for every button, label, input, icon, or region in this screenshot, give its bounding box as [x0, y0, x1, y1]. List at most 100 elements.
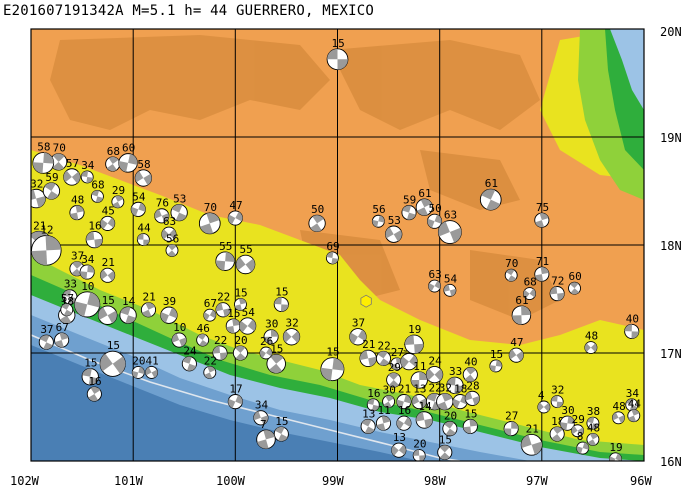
focal-mechanism[interactable]: 68: [523, 276, 537, 301]
focal-mechanism[interactable]: 54: [238, 306, 257, 335]
focal-mechanism[interactable]: 20: [232, 334, 248, 361]
focal-mechanism[interactable]: 40: [462, 356, 478, 383]
focal-mechanism[interactable]: 60: [118, 142, 138, 173]
focal-mechanism[interactable]: 68: [90, 178, 105, 203]
focal-mechanism[interactable]: 30: [559, 404, 575, 431]
focal-mechanism[interactable]: 63: [428, 268, 442, 293]
focal-mechanism[interactable]: 32: [27, 177, 46, 209]
focal-mechanism[interactable]: 21: [140, 291, 157, 318]
focal-mechanism[interactable]: 15: [273, 415, 289, 442]
focal-mechanism[interactable]: 34: [625, 387, 640, 412]
focal-mechanism[interactable]: 13: [391, 431, 407, 458]
focal-mechanism[interactable]: 44: [136, 222, 151, 247]
focal-mechanism[interactable]: 12: [31, 224, 62, 266]
focal-mechanism[interactable]: 21: [520, 422, 543, 456]
focal-mechanism[interactable]: 63: [437, 209, 462, 244]
focal-mechanism[interactable]: 47: [227, 199, 243, 226]
focal-mechanism[interactable]: 29: [111, 184, 125, 209]
focal-mechanism[interactable]: 15: [233, 286, 248, 311]
focal-mechanism[interactable]: 8: [576, 430, 590, 455]
focal-mechanism[interactable]: 48: [584, 330, 598, 355]
focal-mechanism[interactable]: 29: [386, 361, 402, 388]
focal-mechanism[interactable]: 22: [212, 334, 228, 361]
focal-mechanism[interactable]: 20: [442, 410, 458, 437]
focal-mechanism[interactable]: 15: [489, 348, 503, 373]
focal-mechanism[interactable]: 16: [396, 404, 412, 431]
focal-mechanism[interactable]: 47: [508, 336, 524, 363]
focal-mechanism[interactable]: 69: [325, 240, 340, 265]
focal-mechanism[interactable]: 34: [79, 253, 95, 280]
focal-mechanism[interactable]: 24: [181, 345, 197, 372]
focal-mechanism[interactable]: 56: [371, 203, 386, 228]
focal-mechanism[interactable]: 24: [425, 354, 444, 384]
focal-mechanism[interactable]: 27: [503, 410, 519, 437]
focal-mechanism[interactable]: 37: [349, 317, 367, 346]
focal-mechanism[interactable]: 59: [401, 194, 417, 221]
focal-mechanism[interactable]: 67: [203, 297, 217, 322]
focal-mechanism[interactable]: 11: [375, 404, 392, 431]
focal-mechanism[interactable]: 20: [412, 438, 426, 462]
focal-mechanism[interactable]: 40: [624, 312, 640, 339]
focal-mechanism[interactable]: 16: [366, 387, 381, 412]
focal-mechanism[interactable]: 57: [60, 292, 74, 317]
focal-mechanism[interactable]: 22: [203, 354, 217, 379]
focal-mechanism[interactable]: 26: [259, 335, 273, 360]
focal-mechanism[interactable]: 16: [85, 219, 103, 249]
focal-mechanism[interactable]: 7: [256, 418, 276, 450]
focal-mechanism[interactable]: 22: [215, 291, 231, 318]
focal-mechanism[interactable]: 15: [320, 346, 345, 382]
focal-mechanism[interactable]: 33: [446, 365, 464, 395]
focal-mechanism[interactable]: 67: [54, 321, 70, 348]
focal-mechanism[interactable]: 15: [326, 37, 349, 71]
focal-mechanism[interactable]: 61: [415, 187, 433, 216]
focal-mechanism[interactable]: 48: [612, 400, 626, 425]
focal-mechanism[interactable]: 53: [385, 214, 403, 243]
focal-mechanism[interactable]: 15: [81, 357, 99, 386]
focal-mechanism[interactable]: 4: [537, 389, 551, 414]
focal-mechanism[interactable]: 11: [410, 360, 428, 389]
focal-mechanism[interactable]: 61: [479, 177, 502, 211]
focal-mechanism[interactable]: 18: [452, 383, 468, 410]
focal-mechanism[interactable]: 61: [511, 294, 532, 325]
focal-mechanism[interactable]: 45: [100, 204, 116, 231]
focal-mechanism[interactable]: 70: [198, 201, 221, 235]
focal-mechanism[interactable]: 38: [586, 405, 600, 430]
focal-mechanism[interactable]: 15: [266, 343, 286, 374]
focal-mechanism[interactable]: 50: [427, 202, 443, 229]
main-event-marker[interactable]: [360, 294, 372, 308]
focal-mechanism[interactable]: 10: [171, 321, 187, 348]
focal-mechanism[interactable]: 19: [608, 441, 623, 465]
focal-mechanism[interactable]: 56: [165, 232, 179, 257]
focal-mechanism[interactable]: 59: [42, 171, 61, 200]
focal-mechanism[interactable]: 50: [308, 203, 326, 233]
focal-mechanism[interactable]: 19: [404, 323, 424, 355]
focal-mechanism[interactable]: 15: [99, 339, 126, 377]
focal-mechanism[interactable]: 14: [119, 295, 137, 324]
focal-mechanism[interactable]: 30: [382, 384, 396, 409]
focal-mechanism[interactable]: 54: [443, 272, 458, 297]
focal-mechanism[interactable]: 48: [586, 421, 600, 446]
focal-mechanism[interactable]: 27: [390, 346, 404, 371]
focal-mechanism[interactable]: 15: [273, 285, 289, 312]
focal-mechanism[interactable]: 72: [549, 275, 565, 302]
focal-mechanism[interactable]: 15: [225, 307, 241, 334]
focal-mechanism[interactable]: 63: [161, 215, 177, 242]
focal-mechanism[interactable]: 10: [74, 280, 101, 318]
focal-mechanism[interactable]: 32: [436, 381, 454, 411]
focal-mechanism[interactable]: 17: [227, 383, 243, 410]
focal-mechanism[interactable]: 28: [464, 379, 480, 406]
focal-mechanism[interactable]: 29: [571, 413, 585, 438]
focal-mechanism[interactable]: 16: [86, 375, 102, 402]
focal-mechanism[interactable]: 68: [105, 145, 121, 172]
focal-mechanism[interactable]: 15: [437, 433, 453, 460]
focal-mechanism[interactable]: 54: [130, 190, 146, 217]
focal-mechanism[interactable]: 20: [131, 354, 146, 379]
focal-mechanism[interactable]: 46: [196, 322, 210, 347]
focal-mechanism[interactable]: 48: [69, 194, 85, 221]
focal-mechanism[interactable]: 34: [80, 159, 95, 184]
focal-mechanism[interactable]: 32: [550, 384, 564, 409]
focal-mechanism[interactable]: 55: [215, 240, 235, 271]
focal-mechanism[interactable]: 37: [38, 323, 54, 350]
focal-mechanism[interactable]: 71: [534, 255, 550, 282]
focal-mechanism[interactable]: 13: [411, 383, 427, 410]
